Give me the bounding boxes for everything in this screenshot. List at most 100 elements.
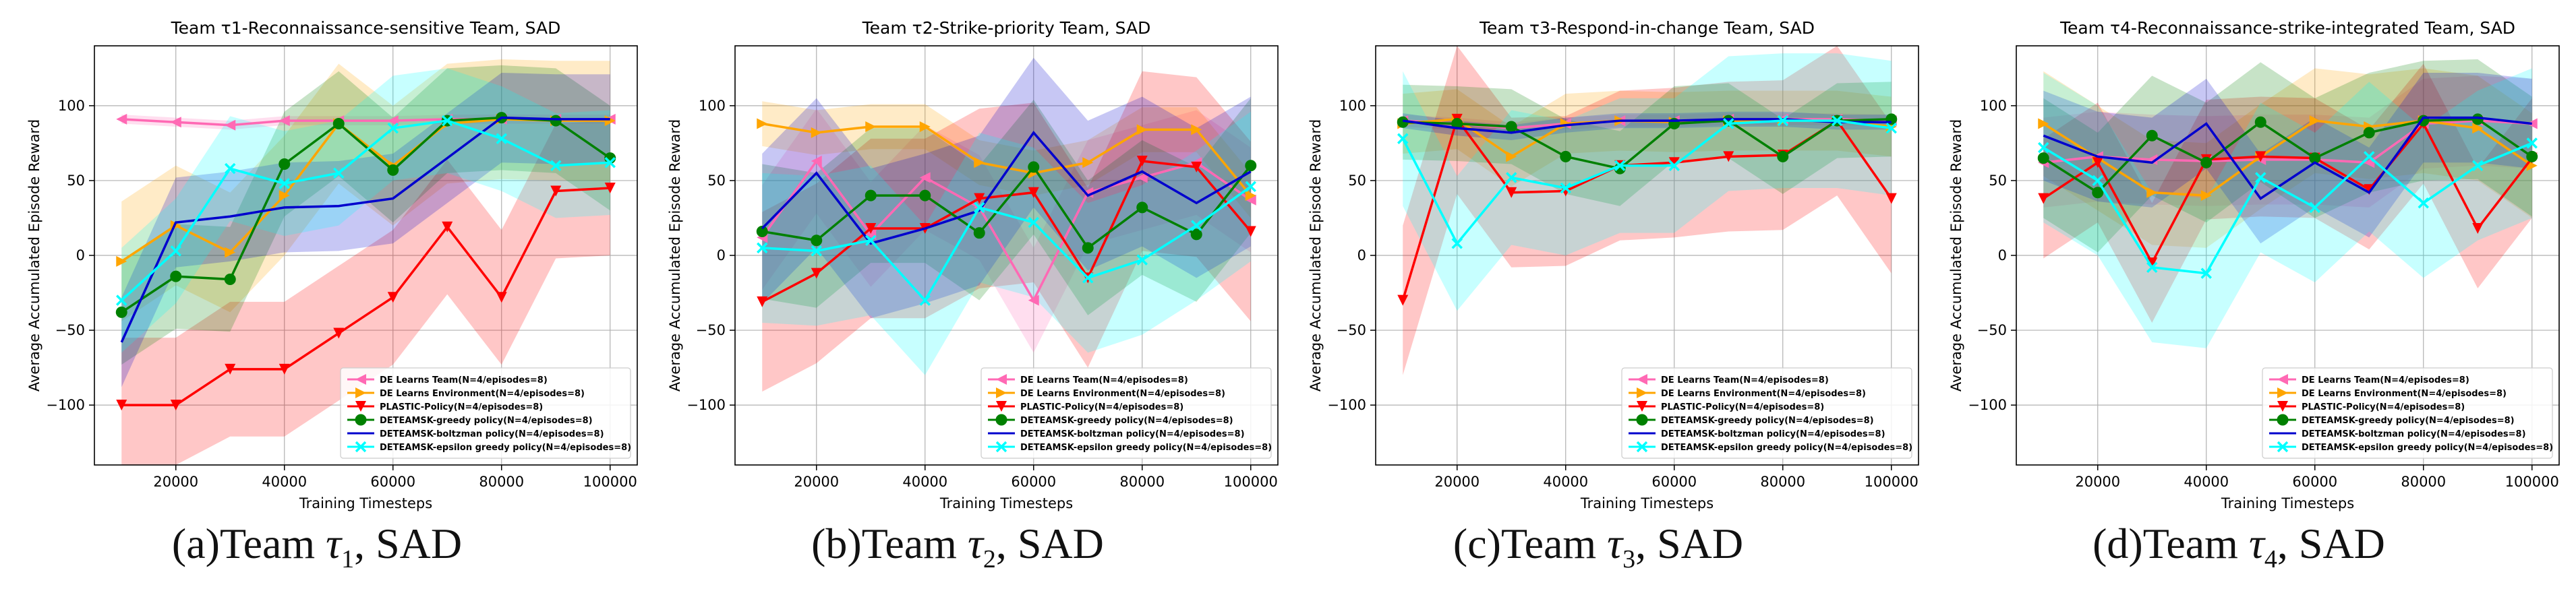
legend-marker — [996, 401, 1007, 412]
legend-marker — [2277, 374, 2288, 385]
caption-c-suffix: , SAD — [1635, 520, 1744, 567]
data-point — [387, 164, 399, 176]
x-axis-label: Training Timesteps — [2221, 495, 2354, 511]
legend-box — [980, 367, 1272, 459]
data-point — [116, 255, 127, 267]
series-band — [121, 59, 610, 321]
data-point — [1082, 157, 1094, 168]
data-point — [442, 115, 453, 127]
data-point — [974, 201, 985, 214]
chart-title: Team τ3-Respond-in-change Team, SAD — [1479, 18, 1815, 38]
y-tick-label: −100 — [686, 397, 726, 413]
legend-marker — [1636, 441, 1648, 453]
legend-label: DETEAMSK-greedy policy(N=4/episodes=8) — [1661, 416, 1874, 426]
data-point — [2364, 151, 2375, 162]
x-tick-label: 80000 — [479, 474, 524, 490]
data-point — [333, 327, 345, 339]
legend-label: DETEAMSK-greedy policy(N=4/episodes=8) — [380, 416, 593, 426]
data-point — [973, 227, 985, 239]
x-tick-label: 40000 — [902, 474, 947, 490]
data-point — [115, 306, 127, 318]
series-line — [761, 130, 1252, 245]
data-point — [1723, 118, 1734, 129]
legend-marker — [2277, 387, 2288, 398]
data-point — [1245, 226, 1256, 237]
legend-label: PLASTIC-Policy(N=4/episodes=8) — [380, 402, 543, 412]
caption-a-symbol: τ — [326, 520, 342, 567]
legend-label: PLASTIC-Policy(N=4/episodes=8) — [1020, 402, 1183, 412]
data-point — [1136, 124, 1148, 135]
data-point — [1668, 160, 1680, 171]
y-tick-label: −50 — [696, 322, 726, 338]
data-point — [1885, 193, 1897, 204]
data-point — [1614, 160, 1626, 171]
chart-panel-4: 20000 40000 60000 80000 100000 −100 −50 0 50 100 T… — [1948, 18, 2560, 511]
y-tick-label: −100 — [46, 397, 85, 413]
data-point — [2200, 156, 2213, 168]
caption-c-symbol: τ — [1607, 520, 1623, 567]
series-band — [1403, 53, 1892, 311]
data-point — [1136, 172, 1148, 183]
x-tick-label: 40000 — [262, 474, 307, 490]
series-band — [762, 111, 1251, 375]
series-band — [762, 108, 1251, 353]
data-point — [1028, 161, 1040, 173]
data-point — [811, 156, 822, 167]
data-point — [1506, 187, 1517, 198]
data-point — [1777, 150, 1789, 162]
data-point — [387, 292, 399, 303]
x-tick-label: 60000 — [1651, 474, 1697, 490]
series-band — [762, 98, 1251, 315]
x-tick-label: 20000 — [1434, 474, 1480, 490]
data-point — [756, 225, 768, 237]
legend-label: DETEAMSK-boltzman policy(N=4/episodes=8) — [1661, 429, 1885, 439]
data-point — [974, 193, 985, 204]
series-band — [121, 65, 610, 365]
legend-label: DE Learns Team(N=4/episodes=8) — [2302, 375, 2469, 385]
legend-marker — [355, 414, 367, 426]
y-tick-label: 100 — [58, 98, 85, 114]
series-line — [2043, 119, 2532, 164]
chart-panel-1: 20000 40000 60000 80000 100000 −100 −50 0 50 100 T… — [26, 18, 638, 511]
x-axis-label: Training Timesteps — [1580, 495, 1714, 511]
series-line — [121, 187, 610, 406]
y-axis-label: Average Accumulated Episode Reward — [1948, 119, 1964, 392]
data-point — [1136, 201, 1148, 214]
legend-marker — [2277, 441, 2289, 453]
series-line — [1403, 118, 1892, 170]
data-point — [170, 400, 181, 411]
y-tick-label: 50 — [67, 173, 85, 189]
data-point — [1723, 151, 1734, 162]
data-point — [1505, 121, 1517, 133]
data-point — [442, 221, 453, 232]
data-point — [865, 223, 877, 235]
caption-d: (d)Team τ4, SAD — [1989, 519, 2488, 580]
data-point — [919, 189, 931, 201]
data-point — [2038, 118, 2049, 129]
data-point — [1191, 220, 1202, 231]
data-point — [2146, 257, 2158, 269]
y-tick-label: −100 — [1327, 397, 1366, 413]
data-point — [1560, 150, 1572, 162]
chart-title: Team τ4-Reconnaissance-strike-integrated… — [2059, 18, 2515, 38]
caption-b-suffix: , SAD — [995, 520, 1104, 567]
data-point — [1028, 294, 1039, 306]
data-point — [2472, 160, 2484, 171]
data-point — [1885, 122, 1897, 134]
x-tick-label: 80000 — [2401, 474, 2446, 490]
series-band — [762, 57, 1251, 319]
data-point — [604, 183, 616, 194]
x-tick-label: 100000 — [1224, 474, 1278, 490]
data-point — [2526, 150, 2538, 162]
y-axis-label: Average Accumulated Episode Reward — [1308, 119, 1324, 392]
data-point — [550, 115, 562, 127]
legend-label: DETEAMSK-greedy policy(N=4/episodes=8) — [2302, 416, 2515, 426]
series-band — [762, 101, 1251, 218]
data-point — [1028, 187, 1039, 198]
data-point — [1506, 151, 1517, 162]
x-tick-label: 60000 — [1011, 474, 1056, 490]
caption-b-prefix: (b)Team — [811, 520, 968, 567]
x-tick-label: 40000 — [1543, 474, 1588, 490]
legend-marker — [1637, 387, 1647, 398]
legend-marker — [1637, 401, 1647, 412]
